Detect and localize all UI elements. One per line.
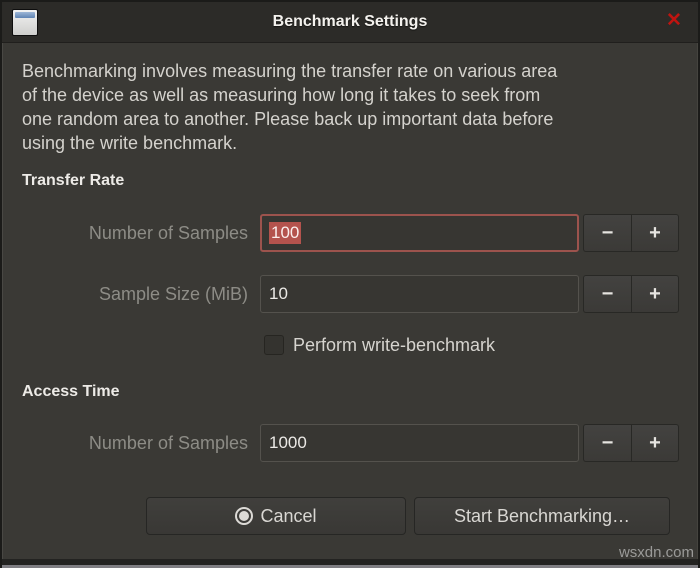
minus-button[interactable]: − [583, 275, 631, 313]
write-benchmark-row: Perform write-benchmark [264, 333, 495, 357]
access-time-samples-label: Number of Samples [88, 432, 248, 453]
description-line: Benchmarking involves measuring the tran… [22, 61, 558, 81]
benchmark-description: Benchmarking involves measuring the tran… [22, 59, 680, 155]
selected-text: 100 [269, 222, 302, 244]
write-benchmark-label[interactable]: Perform write-benchmark [293, 334, 496, 355]
minus-button[interactable]: − [583, 424, 631, 462]
window-bottom-border [2, 565, 698, 568]
transfer-rate-samples-row: Number of Samples 100 − + [22, 214, 679, 252]
window-icon [12, 9, 38, 36]
plus-button[interactable]: + [631, 275, 679, 313]
description-line: using the write benchmark. [22, 133, 238, 153]
transfer-rate-samples-label: Number of Samples [88, 222, 248, 243]
watermark: wsxdn.com [618, 544, 694, 561]
access-time-samples-row: Number of Samples 1000 − + [22, 424, 679, 462]
description-line: of the device as well as measuring how l… [22, 85, 541, 105]
description-line: one random area to another. Please back … [22, 109, 554, 129]
sample-size-input[interactable]: 10 [260, 275, 579, 313]
access-time-samples-input[interactable]: 1000 [260, 424, 579, 462]
close-icon[interactable]: ✕ [666, 10, 682, 31]
access-time-heading: Access Time [22, 383, 120, 400]
sample-size-stepper: − + [583, 275, 679, 313]
sample-size-row: Sample Size (MiB) 10 − + [22, 275, 679, 313]
window-bottom-edge [2, 559, 698, 565]
access-time-samples-stepper: − + [583, 424, 679, 462]
cancel-button[interactable]: Cancel [146, 497, 406, 535]
cancel-button-label: Cancel [260, 505, 317, 526]
window-title: Benchmark Settings [272, 13, 428, 30]
titlebar[interactable]: Benchmark Settings ✕ [2, 2, 698, 43]
minus-button[interactable]: − [583, 214, 631, 252]
transfer-rate-samples-input[interactable]: 100 [260, 214, 579, 252]
cancel-stop-icon [235, 507, 254, 525]
start-benchmarking-label: Start Benchmarking… [453, 505, 631, 526]
plus-button[interactable]: + [631, 214, 679, 252]
transfer-rate-heading: Transfer Rate [22, 172, 125, 189]
transfer-rate-samples-stepper: − + [583, 214, 679, 252]
start-benchmarking-button[interactable]: Start Benchmarking… [414, 497, 670, 535]
plus-button[interactable]: + [631, 424, 679, 462]
write-benchmark-checkbox[interactable] [264, 335, 284, 355]
sample-size-label: Sample Size (MiB) [98, 283, 248, 304]
